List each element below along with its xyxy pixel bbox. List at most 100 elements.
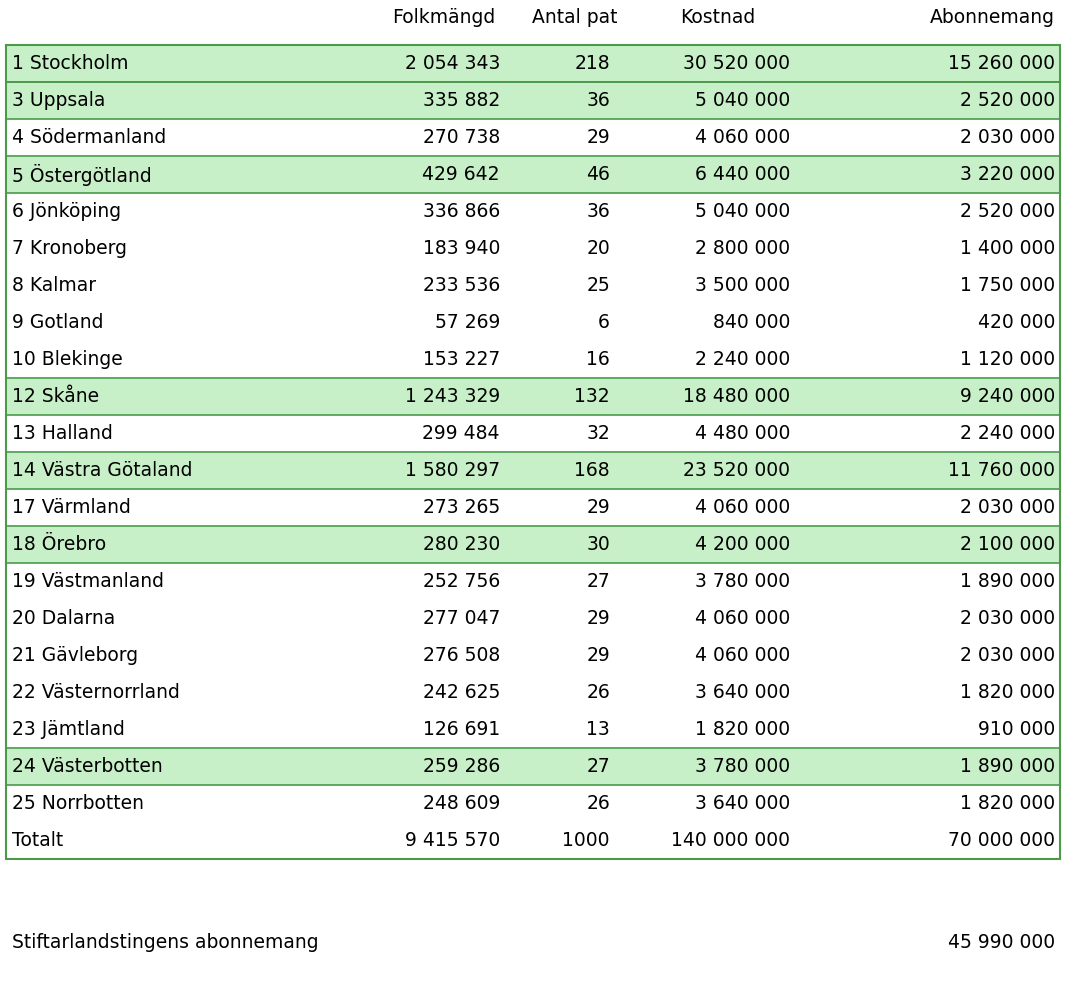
Text: 252 756: 252 756 xyxy=(423,572,500,591)
Text: 3 780 000: 3 780 000 xyxy=(695,757,790,776)
Text: 2 030 000: 2 030 000 xyxy=(960,498,1055,517)
Bar xyxy=(6,452,1061,489)
Text: 45 990 000: 45 990 000 xyxy=(948,933,1055,952)
Text: 1 400 000: 1 400 000 xyxy=(960,239,1055,258)
Text: 1000: 1000 xyxy=(563,831,610,850)
Text: 6: 6 xyxy=(598,313,610,332)
Bar xyxy=(6,156,1061,193)
Text: 29: 29 xyxy=(586,609,610,628)
Text: 15 260 000: 15 260 000 xyxy=(948,54,1055,73)
Bar xyxy=(6,563,1061,600)
Text: 3 780 000: 3 780 000 xyxy=(695,572,790,591)
Text: 2 030 000: 2 030 000 xyxy=(960,646,1055,665)
Text: 280 230: 280 230 xyxy=(423,535,500,554)
Text: 2 800 000: 2 800 000 xyxy=(695,239,790,258)
Text: 30 520 000: 30 520 000 xyxy=(684,54,790,73)
Text: 14 Västra Götaland: 14 Västra Götaland xyxy=(12,461,192,480)
Text: 21 Gävleborg: 21 Gävleborg xyxy=(12,646,138,665)
Text: 23 520 000: 23 520 000 xyxy=(684,461,790,480)
Text: 10 Blekinge: 10 Blekinge xyxy=(12,350,123,369)
Text: 5 040 000: 5 040 000 xyxy=(695,91,790,110)
Bar xyxy=(6,748,1061,785)
Text: 17 Värmland: 17 Värmland xyxy=(12,498,131,517)
Text: 4 480 000: 4 480 000 xyxy=(694,424,790,443)
Text: 1 890 000: 1 890 000 xyxy=(960,757,1055,776)
Bar xyxy=(6,45,1061,82)
Text: 18 Örebro: 18 Örebro xyxy=(12,535,106,554)
Text: 29: 29 xyxy=(586,646,610,665)
Text: 4 060 000: 4 060 000 xyxy=(695,646,790,665)
Text: 23 Jämtland: 23 Jämtland xyxy=(12,720,125,739)
Text: 13: 13 xyxy=(586,720,610,739)
Bar xyxy=(6,378,1061,415)
Bar xyxy=(6,82,1061,119)
Text: 1 750 000: 1 750 000 xyxy=(960,276,1055,295)
Text: Antal pat: Antal pat xyxy=(533,8,618,27)
Text: 6 Jönköping: 6 Jönköping xyxy=(12,202,121,221)
Text: 4 Södermanland: 4 Södermanland xyxy=(12,128,167,147)
Text: 29: 29 xyxy=(586,498,610,517)
Text: 1 820 000: 1 820 000 xyxy=(960,794,1055,813)
Text: 1 120 000: 1 120 000 xyxy=(960,350,1055,369)
Text: 36: 36 xyxy=(586,202,610,221)
Text: 26: 26 xyxy=(586,683,610,702)
Bar xyxy=(6,119,1061,156)
Text: 276 508: 276 508 xyxy=(423,646,500,665)
Text: 2 240 000: 2 240 000 xyxy=(695,350,790,369)
Text: 18 480 000: 18 480 000 xyxy=(682,387,790,406)
Text: 3 220 000: 3 220 000 xyxy=(960,165,1055,184)
Text: 6 440 000: 6 440 000 xyxy=(694,165,790,184)
Text: 336 866: 336 866 xyxy=(423,202,500,221)
Text: 8 Kalmar: 8 Kalmar xyxy=(12,276,96,295)
Bar xyxy=(6,82,1061,119)
Text: 5 Östergötland: 5 Östergötland xyxy=(12,164,152,185)
Text: 2 030 000: 2 030 000 xyxy=(960,609,1055,628)
Text: 140 000 000: 140 000 000 xyxy=(671,831,790,850)
Text: 183 940: 183 940 xyxy=(423,239,500,258)
Text: 299 484: 299 484 xyxy=(423,424,500,443)
Text: 4 060 000: 4 060 000 xyxy=(695,609,790,628)
Text: 70 000 000: 70 000 000 xyxy=(948,831,1055,850)
Text: 57 269: 57 269 xyxy=(435,313,500,332)
Text: 29: 29 xyxy=(586,128,610,147)
Text: 13 Halland: 13 Halland xyxy=(12,424,113,443)
Text: 32: 32 xyxy=(586,424,610,443)
Text: 4 200 000: 4 200 000 xyxy=(695,535,790,554)
Text: 3 500 000: 3 500 000 xyxy=(695,276,790,295)
Text: 36: 36 xyxy=(586,91,610,110)
Bar xyxy=(6,156,1061,193)
Text: 16: 16 xyxy=(586,350,610,369)
Text: 27: 27 xyxy=(586,757,610,776)
Bar xyxy=(6,378,1061,415)
Text: 22 Västernorrland: 22 Västernorrland xyxy=(12,683,179,702)
Bar xyxy=(6,637,1061,674)
Text: 218: 218 xyxy=(575,54,610,73)
Text: 840 000: 840 000 xyxy=(712,313,790,332)
Bar xyxy=(6,822,1061,859)
Text: Abonnemang: Abonnemang xyxy=(930,8,1055,27)
Text: 3 640 000: 3 640 000 xyxy=(695,683,790,702)
Text: 9 240 000: 9 240 000 xyxy=(960,387,1055,406)
Text: 242 625: 242 625 xyxy=(423,683,500,702)
Text: 27: 27 xyxy=(586,572,610,591)
Text: 3 Uppsala: 3 Uppsala xyxy=(12,91,106,110)
Bar xyxy=(6,526,1061,563)
Bar xyxy=(6,711,1061,748)
Bar xyxy=(6,45,1061,82)
Text: 153 227: 153 227 xyxy=(423,350,500,369)
Text: 248 609: 248 609 xyxy=(423,794,500,813)
Text: 270 738: 270 738 xyxy=(423,128,500,147)
Bar xyxy=(6,230,1061,267)
Bar xyxy=(6,45,1061,859)
Text: 4 060 000: 4 060 000 xyxy=(695,128,790,147)
Text: 1 Stockholm: 1 Stockholm xyxy=(12,54,128,73)
Bar xyxy=(6,489,1061,526)
Text: 30: 30 xyxy=(586,535,610,554)
Text: Kostnad: Kostnad xyxy=(680,8,755,27)
Text: 126 691: 126 691 xyxy=(423,720,500,739)
Text: 2 030 000: 2 030 000 xyxy=(960,128,1055,147)
Bar xyxy=(6,193,1061,230)
Text: 273 265: 273 265 xyxy=(423,498,500,517)
Text: 2 054 343: 2 054 343 xyxy=(405,54,500,73)
Bar xyxy=(6,415,1061,452)
